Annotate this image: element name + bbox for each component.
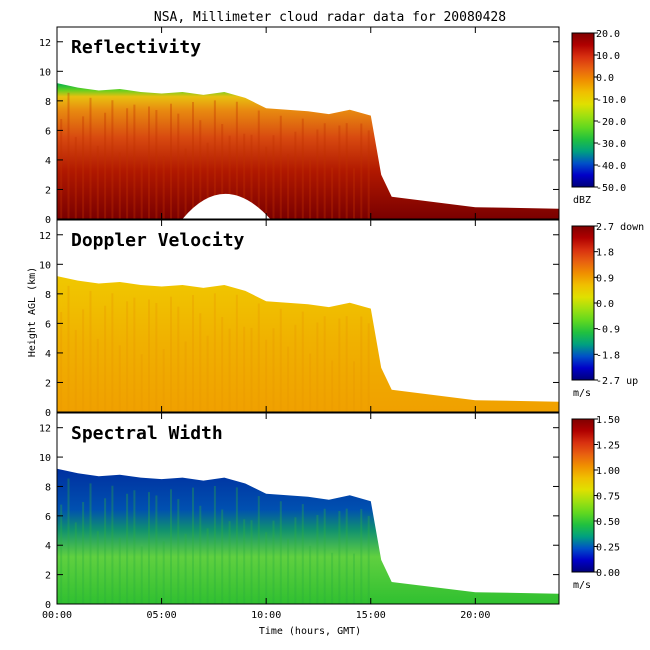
colorbar-unit: dBZ bbox=[573, 195, 591, 206]
y-tick-label: 6 bbox=[45, 126, 51, 137]
colorbar-tick-label: 0.0 bbox=[596, 299, 614, 310]
y-tick-label: 0 bbox=[45, 600, 51, 611]
colorbar-tick-label: 0.75 bbox=[596, 492, 620, 503]
panel-label: Doppler Velocity bbox=[71, 230, 245, 251]
colorbar bbox=[571, 225, 595, 381]
colorbar-tick-label: 1.50 bbox=[596, 415, 620, 426]
panel-frame bbox=[56, 219, 560, 413]
colorbar-tick-label: 0.9 bbox=[596, 273, 614, 284]
y-tick-label: 0 bbox=[45, 215, 51, 226]
colorbar-tick-label: -40.0 bbox=[596, 161, 626, 172]
colorbar-tick-label: 1.25 bbox=[596, 441, 620, 452]
colorbar-tick-label: 10.0 bbox=[596, 51, 620, 62]
y-tick-label: 6 bbox=[45, 319, 51, 330]
figure-title: NSA, Millimeter cloud radar data for 200… bbox=[154, 10, 506, 25]
x-tick-label: 05:00 bbox=[147, 610, 177, 621]
x-axis-label: Time (hours, GMT) bbox=[259, 626, 361, 637]
y-tick-label: 2 bbox=[45, 378, 51, 389]
panel-frame bbox=[56, 412, 560, 605]
colorbar-tick-label: -10.0 bbox=[596, 95, 626, 106]
colorbar-tick-label: -30.0 bbox=[596, 139, 626, 150]
panel-frame bbox=[56, 26, 560, 220]
colorbar-tick-label: 2.7 down bbox=[596, 222, 644, 233]
x-tick-label: 20:00 bbox=[460, 610, 490, 621]
y-tick-label: 8 bbox=[45, 97, 51, 108]
y-tick-label: 12 bbox=[39, 424, 51, 435]
colorbar-tick-label: 0.50 bbox=[596, 517, 620, 528]
colorbar-tick-label: 20.0 bbox=[596, 29, 620, 40]
colorbar-tick-label: -50.0 bbox=[596, 183, 626, 194]
y-tick-label: 6 bbox=[45, 512, 51, 523]
colorbar-tick-label: 0.0 bbox=[596, 73, 614, 84]
colorbar-tick-label: -0.9 bbox=[596, 325, 620, 336]
y-tick-label: 2 bbox=[45, 185, 51, 196]
y-tick-label: 4 bbox=[45, 349, 51, 360]
y-tick-label: 10 bbox=[39, 260, 51, 271]
y-tick-label: 8 bbox=[45, 482, 51, 493]
y-tick-label: 2 bbox=[45, 571, 51, 582]
reflectivity-gap bbox=[182, 193, 271, 219]
colorbar-unit: m/s bbox=[573, 388, 591, 399]
y-tick-label: 10 bbox=[39, 67, 51, 78]
colorbar-unit: m/s bbox=[573, 580, 591, 591]
y-tick-label: 4 bbox=[45, 156, 51, 167]
colorbar bbox=[571, 32, 595, 188]
colorbar bbox=[571, 418, 595, 573]
panel-label: Reflectivity bbox=[71, 37, 201, 58]
colorbar-tick-label: 0.00 bbox=[596, 568, 620, 579]
y-tick-label: 12 bbox=[39, 231, 51, 242]
x-tick-label: 00:00 bbox=[42, 610, 72, 621]
y-tick-label: 12 bbox=[39, 38, 51, 49]
colorbar-tick-label: 1.00 bbox=[596, 466, 620, 477]
y-axis-label: Height AGL (km) bbox=[27, 267, 38, 357]
colorbar-tick-label: -2.7 up bbox=[596, 376, 638, 387]
y-tick-label: 10 bbox=[39, 453, 51, 464]
y-tick-label: 8 bbox=[45, 290, 51, 301]
colorbar-tick-label: 1.8 bbox=[596, 248, 614, 259]
panel-label: Spectral Width bbox=[71, 423, 223, 444]
spectral-width-field bbox=[57, 468, 559, 604]
colorbar-tick-label: -1.8 bbox=[596, 350, 620, 361]
colorbar-tick-label: -20.0 bbox=[596, 117, 626, 128]
x-tick-label: 15:00 bbox=[356, 610, 386, 621]
y-tick-label: 0 bbox=[45, 408, 51, 419]
x-tick-label: 10:00 bbox=[251, 610, 281, 621]
doppler-velocity-field bbox=[57, 276, 559, 412]
reflectivity-field bbox=[57, 83, 559, 219]
y-tick-label: 4 bbox=[45, 541, 51, 552]
colorbar-tick-label: 0.25 bbox=[596, 543, 620, 554]
